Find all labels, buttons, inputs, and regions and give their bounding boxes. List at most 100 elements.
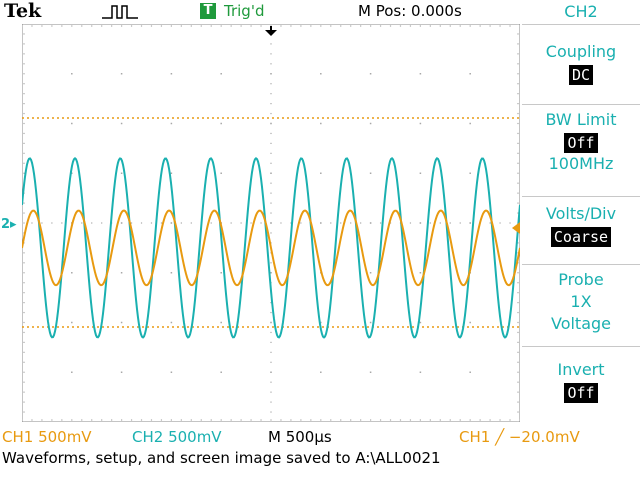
graticule-dot bbox=[469, 321, 471, 324]
graticule-dot bbox=[220, 122, 222, 125]
volts-div-menu-button[interactable]: Volts/Div Coarse bbox=[522, 196, 640, 259]
graticule-dot bbox=[41, 222, 43, 224]
waveform-display[interactable] bbox=[22, 24, 520, 422]
graticule-dot bbox=[23, 421, 25, 422]
graticule-dot bbox=[170, 222, 172, 224]
graticule-dot bbox=[469, 122, 471, 125]
graticule-dot bbox=[439, 419, 441, 421]
probe-menu-button[interactable]: Probe 1X Voltage bbox=[522, 264, 640, 345]
graticule-dot bbox=[409, 419, 412, 421]
graticule-dot bbox=[23, 132, 25, 135]
coupling-menu-button[interactable]: Coupling DC bbox=[522, 24, 640, 95]
graticule-dot bbox=[369, 73, 372, 75]
graticule-dot bbox=[120, 73, 123, 75]
graticule-dot bbox=[449, 222, 451, 224]
graticule-dot bbox=[230, 419, 232, 421]
invert-value: Off bbox=[564, 383, 598, 403]
graticule-dot bbox=[517, 53, 519, 55]
graticule-dot bbox=[23, 24, 25, 25]
graticule-dot bbox=[120, 272, 123, 274]
graticule-dot bbox=[270, 93, 272, 95]
graticule-dot bbox=[220, 419, 222, 421]
graticule-dot bbox=[160, 25, 163, 27]
graticule-dot bbox=[429, 419, 431, 421]
graticule-dot bbox=[350, 222, 352, 224]
graticule-dot bbox=[517, 401, 519, 403]
graticule-dot bbox=[449, 419, 451, 421]
graticule-dot bbox=[517, 192, 519, 194]
graticule-dot bbox=[23, 122, 25, 125]
menu-title: CH2 bbox=[564, 2, 598, 21]
graticule-dot bbox=[190, 25, 192, 27]
graticule-dot bbox=[419, 222, 421, 224]
graticule-dot bbox=[517, 43, 519, 45]
graticule-dot bbox=[61, 25, 63, 27]
graticule-dot bbox=[369, 371, 372, 373]
graticule-dot bbox=[200, 419, 202, 421]
graticule-dot bbox=[270, 361, 272, 363]
graticule-dot bbox=[71, 25, 73, 27]
graticule-dot bbox=[270, 63, 272, 65]
graticule-dot bbox=[270, 232, 272, 234]
graticule-dot bbox=[23, 103, 25, 105]
bw-limit-menu-button[interactable]: BW Limit Off 100MHz bbox=[522, 104, 640, 191]
invert-menu-button[interactable]: Invert Off bbox=[522, 346, 640, 425]
channel-menu: CH2 Coupling DC BW Limit Off 100MHz Volt… bbox=[522, 0, 640, 424]
graticule-dot bbox=[517, 282, 519, 284]
graticule-dot bbox=[23, 212, 25, 214]
graticule-dot bbox=[517, 331, 519, 334]
graticule-dot bbox=[340, 419, 342, 421]
graticule-dot bbox=[23, 321, 25, 324]
graticule-dot bbox=[419, 25, 421, 27]
graticule-dot bbox=[517, 103, 519, 105]
graticule-dot bbox=[517, 361, 519, 363]
graticule-dot bbox=[517, 162, 519, 164]
graticule-dot bbox=[150, 222, 153, 224]
graticule-dot bbox=[200, 25, 202, 27]
graticule-dot bbox=[31, 25, 33, 27]
ch2-ground-marker[interactable]: 2▸ bbox=[1, 217, 17, 232]
graticule-dot bbox=[250, 222, 252, 224]
graticule-dot bbox=[71, 73, 73, 75]
graticule-dot bbox=[489, 222, 491, 224]
graticule-dot bbox=[170, 321, 173, 324]
graticule-dot bbox=[489, 419, 491, 421]
trigger-readout: CH1 ╱ −20.0mV bbox=[459, 428, 580, 446]
graticule-dot bbox=[320, 222, 322, 224]
graticule-dot bbox=[23, 411, 25, 413]
graticule-dot bbox=[270, 112, 272, 115]
graticule-dot bbox=[31, 222, 33, 224]
graticule-dot bbox=[320, 321, 322, 324]
graticule-dot bbox=[330, 419, 332, 421]
graticule-dot bbox=[250, 419, 252, 421]
trigger-level-arrow-icon[interactable] bbox=[510, 219, 520, 238]
graticule-dot bbox=[270, 162, 272, 164]
graticule-dot bbox=[270, 331, 272, 334]
graticule-dot bbox=[23, 311, 25, 314]
graticule-dot bbox=[22, 222, 23, 224]
graticule-dot bbox=[369, 272, 372, 274]
graticule-dot bbox=[121, 419, 123, 421]
graticule-dot bbox=[170, 172, 173, 174]
graticule-dot bbox=[469, 25, 471, 27]
graticule-dot bbox=[499, 25, 501, 27]
graticule-dot bbox=[517, 242, 519, 244]
graticule-dot bbox=[81, 222, 83, 224]
graticule-dot bbox=[409, 222, 412, 224]
graticule-dot bbox=[517, 311, 519, 314]
graticule-dot bbox=[23, 73, 25, 75]
graticule-dot bbox=[517, 182, 519, 184]
graticule-dot bbox=[517, 371, 519, 373]
graticule-dot bbox=[170, 371, 173, 373]
graticule-dot bbox=[310, 25, 312, 27]
graticule-dot bbox=[429, 25, 431, 27]
graticule-dot bbox=[270, 142, 272, 144]
graticule-dot bbox=[389, 222, 392, 224]
graticule-dot bbox=[469, 371, 471, 373]
graticule-dot bbox=[270, 222, 272, 224]
graticule-dot bbox=[71, 321, 73, 324]
graticule-dot bbox=[23, 93, 25, 95]
graticule-dot bbox=[91, 222, 93, 224]
graticule-dot bbox=[419, 272, 422, 274]
graticule-dot bbox=[429, 222, 431, 224]
